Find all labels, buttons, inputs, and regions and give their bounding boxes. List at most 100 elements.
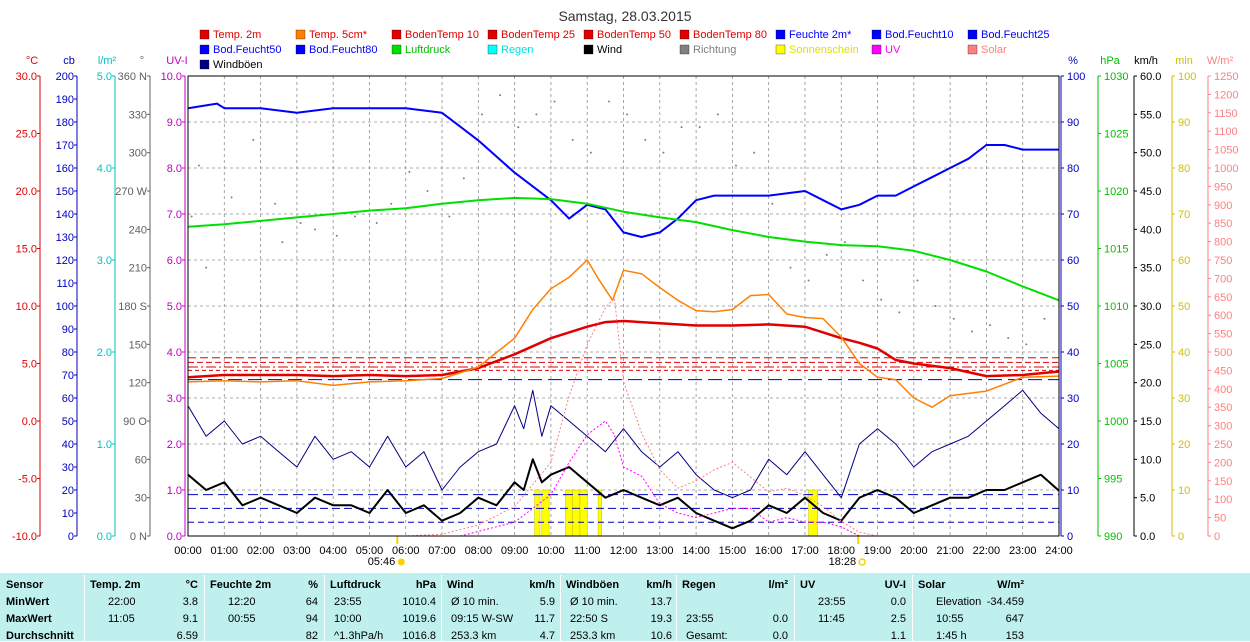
legend-label: BodenTemp 10 <box>405 29 479 41</box>
stats-cell-label: 253.3 km <box>451 630 497 642</box>
x-tick-label: 13:00 <box>646 545 674 557</box>
press-axis-unit: hPa <box>1100 55 1120 67</box>
stats-cell-value: 6.59 <box>176 630 198 642</box>
stats-cell-value: 0.0 <box>772 630 788 642</box>
direction-point <box>462 177 465 180</box>
direction-point <box>789 266 792 269</box>
temp-tick-label: 5.0 <box>22 359 37 371</box>
stats-cell-label: Elevation <box>936 596 982 608</box>
stats-separator <box>441 575 442 641</box>
hum-tick-label: 60 <box>1067 255 1079 267</box>
stats-cell-value: 10.6 <box>650 630 672 642</box>
direction-point <box>448 215 451 218</box>
legend-label: Richtung <box>693 44 736 56</box>
x-tick-label: 14:00 <box>682 545 710 557</box>
wind-tick-label: 15.0 <box>1140 416 1161 428</box>
temp-tick-label: 25.0 <box>16 129 37 141</box>
axes: °C 30.0 25.0 20.0 15.0 10.0 5.0 0.0 -5.0 -10.0 cb 2… <box>12 55 1239 543</box>
wind-tick-label: 35.0 <box>1140 263 1161 275</box>
direction-point <box>680 126 683 129</box>
direction-point <box>517 126 520 129</box>
sun-tick-label: 40 <box>1178 347 1190 359</box>
direction-point <box>205 266 208 269</box>
x-tick-label: 17:00 <box>791 545 819 557</box>
hum-tick-label: 100 <box>1067 71 1085 83</box>
legend-label: Bod.Feucht10 <box>885 29 954 41</box>
direction-point <box>390 202 393 205</box>
direction-point <box>353 215 356 218</box>
stats-cell-label: 10:55 <box>936 613 964 625</box>
stats-cell-label: 22:50 S <box>570 613 608 625</box>
sun-tick-label: 50 <box>1178 301 1190 313</box>
stats-cell-value: 4.7 <box>539 630 555 642</box>
legend-swatch <box>391 44 402 55</box>
cb-tick-label: 40 <box>62 439 74 451</box>
solar-tick-label: 600 <box>1214 310 1232 322</box>
solar-tick-label: 550 <box>1214 329 1232 341</box>
dir-tick-label: 0 N <box>130 531 147 543</box>
dir-tick-label: 150 <box>129 339 147 351</box>
x-tick-label: 04:00 <box>319 545 347 557</box>
direction-point <box>281 241 284 244</box>
series-feuchte-2m- <box>187 102 1059 238</box>
uv-tick-label: 10.0 <box>161 71 182 83</box>
press-tick-label: 1025 <box>1104 129 1128 141</box>
stats-header: UV <box>800 579 816 591</box>
hum-tick-label: 10 <box>1067 485 1079 497</box>
temp-tick-label: 0.0 <box>22 416 37 428</box>
direction-point <box>843 241 846 244</box>
x-tick-label: 01:00 <box>211 545 239 557</box>
stats-separator <box>912 575 913 641</box>
press-tick-label: 990 <box>1104 531 1122 543</box>
legend-label: BodenTemp 50 <box>597 29 671 41</box>
temp-tick-label: 10.0 <box>16 301 37 313</box>
legend-swatch <box>871 44 882 55</box>
legend-label: Regen <box>501 44 533 56</box>
hum-tick-label: 50 <box>1067 301 1079 313</box>
wind-tick-label: 45.0 <box>1140 186 1161 198</box>
press-tick-label: 1000 <box>1104 416 1128 428</box>
sun-tick-label: 80 <box>1178 163 1190 175</box>
direction-point <box>753 151 756 154</box>
cb-tick-label: 60 <box>62 393 74 405</box>
rain-tick-label: 1.0 <box>97 439 112 451</box>
stats-header: Feuchte 2m <box>210 579 272 591</box>
stats-cell-label: Durchschnitt <box>6 630 74 642</box>
legend-swatch <box>199 59 210 70</box>
solar-tick-label: 700 <box>1214 273 1232 285</box>
rain-tick-label: 4.0 <box>97 163 112 175</box>
direction-point <box>916 279 919 282</box>
temp-tick-label: 30.0 <box>16 71 37 83</box>
wind-tick-label: 40.0 <box>1140 224 1161 236</box>
chart-background <box>0 0 1250 573</box>
solar-tick-label: 350 <box>1214 402 1232 414</box>
direction-point <box>252 138 255 141</box>
direction-point <box>771 202 774 205</box>
solar-tick-label: 950 <box>1214 181 1232 193</box>
dir-tick-label: 240 <box>129 224 147 236</box>
legend-swatch <box>295 44 306 55</box>
legend-label: BodenTemp 80 <box>693 29 767 41</box>
cb-tick-label: 160 <box>56 163 74 175</box>
stats-cell-label: 23:55 <box>686 613 714 625</box>
press-tick-label: 1030 <box>1104 71 1128 83</box>
hum-axis-unit: % <box>1068 55 1078 67</box>
x-tick-label: 23:00 <box>1009 545 1037 557</box>
stats-cell-value: 5.9 <box>539 596 555 608</box>
stats-cell-value: 11.7 <box>534 613 555 625</box>
direction-point <box>880 298 883 301</box>
legend-swatch <box>583 44 594 55</box>
stats-header: Regen <box>682 579 716 591</box>
solar-tick-label: 1200 <box>1214 89 1238 101</box>
wind-tick-label: 20.0 <box>1140 378 1161 390</box>
stats-cell-value: 1010.4 <box>402 596 436 608</box>
uv-tick-label: 5.0 <box>167 301 182 313</box>
uv-tick-label: 4.0 <box>167 347 182 359</box>
stats-cell-value: 64 <box>305 596 318 608</box>
uv-axis-unit: UV-I <box>166 55 187 67</box>
cb-tick-label: 90 <box>62 324 74 336</box>
solar-tick-label: 1050 <box>1214 145 1238 157</box>
direction-point <box>535 113 538 116</box>
x-tick-label: 08:00 <box>465 545 493 557</box>
wind-tick-label: 0.0 <box>1140 531 1155 543</box>
